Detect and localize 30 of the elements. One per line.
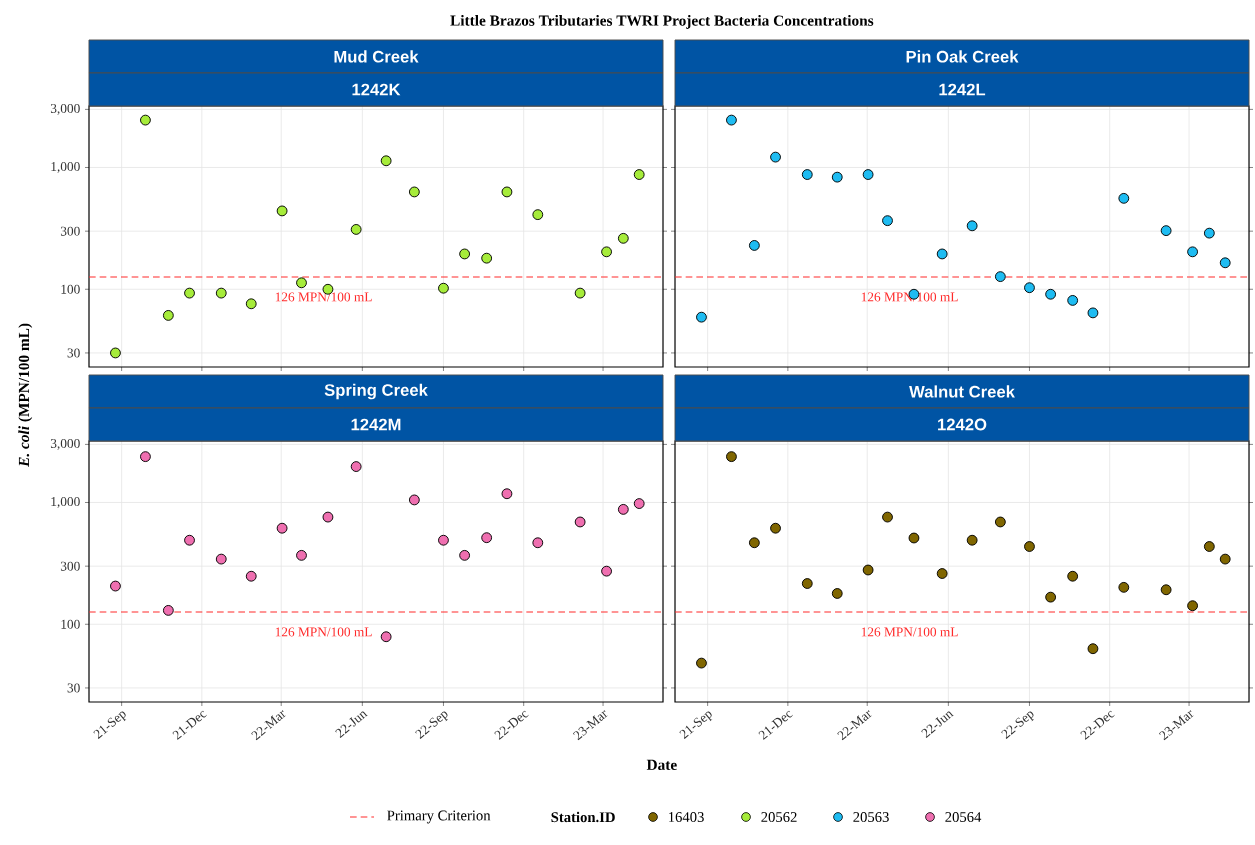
- chart-title: Pin Oak Creek: [906, 50, 1019, 63]
- legend-label: 20563: [853, 812, 889, 822]
- x-axis-title: Date: [646, 759, 677, 770]
- y-tick-label: 300: [60, 561, 80, 571]
- y-tick-label: 300: [60, 226, 80, 236]
- y-tick-label: 30: [67, 348, 80, 358]
- legend-label: 16403: [669, 812, 704, 822]
- chart-subtitle: 1242K: [352, 83, 401, 96]
- ref-line-label: 126 MPN/100 mL: [275, 292, 372, 302]
- y-tick-label: 3,000: [50, 438, 80, 450]
- ref-line-label: 126 MPN/100 mL: [861, 627, 958, 637]
- y-tick-label: 100: [61, 284, 80, 294]
- ref-line-label: 126 MPN/100 mL: [275, 627, 372, 637]
- legend-label: 20562: [761, 812, 797, 822]
- chart-title: Mud Creek: [334, 50, 419, 63]
- y-tick-label: 100: [61, 619, 80, 629]
- y-tick-label: 30: [67, 683, 80, 693]
- chart-title: Spring Creek: [324, 383, 428, 400]
- y-tick-label: 1,000: [51, 497, 80, 508]
- y-axis-title: E. coli (MPN/100 mL): [18, 323, 33, 467]
- y-tick-label: 1,000: [51, 162, 80, 173]
- text: Primary Criterion: [387, 810, 491, 824]
- legend-label: 20564: [945, 812, 982, 822]
- chart-subtitle: 1242O: [938, 418, 987, 431]
- chart-subtitle: 1242M: [351, 418, 401, 431]
- chart-title: Walnut Creek: [909, 385, 1015, 398]
- legend-title: Station.ID: [551, 811, 615, 823]
- chart-subtitle: 1242L: [939, 83, 986, 96]
- text: Little Brazos Tributaries TWRI Project Bacteria Concentrations: [450, 14, 874, 29]
- y-tick-label: 3,000: [50, 103, 80, 115]
